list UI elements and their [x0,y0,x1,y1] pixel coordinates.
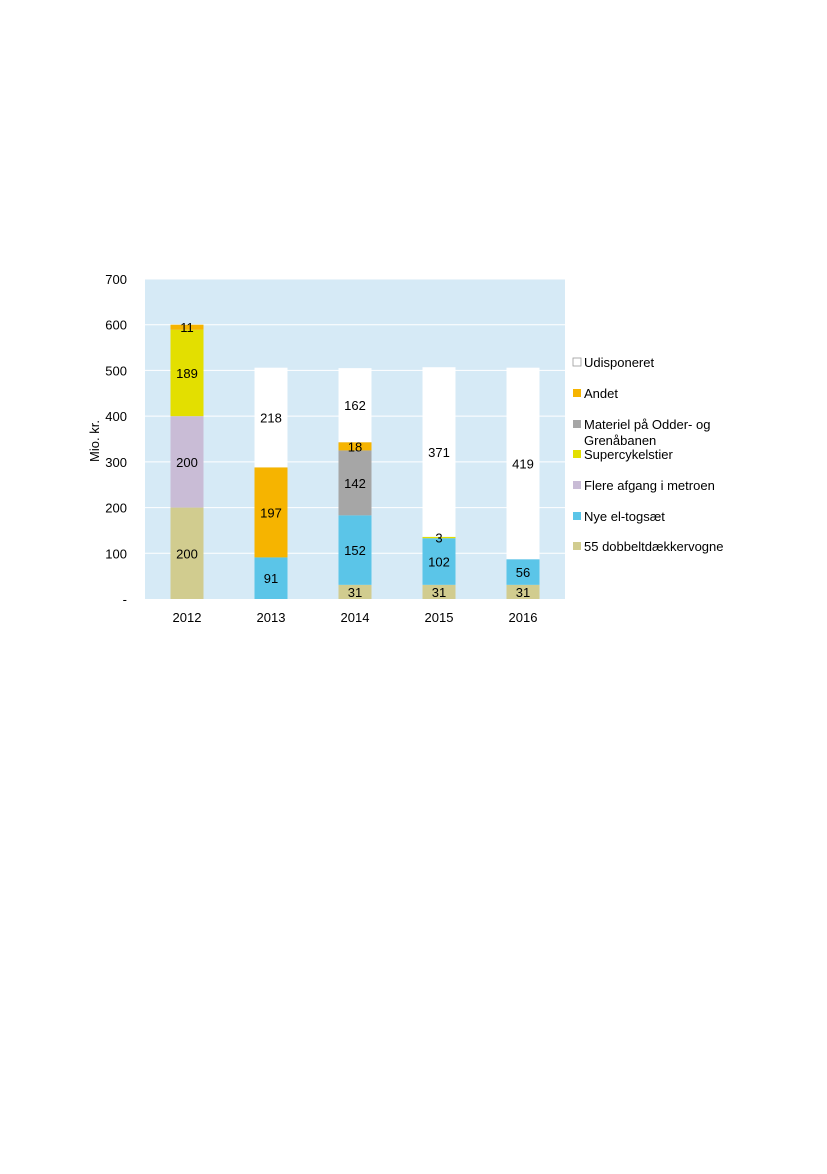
data-label: 419 [512,456,534,471]
legend-item-flere-afgang-i-metroen: Flere afgang i metroen [573,478,715,493]
legend-swatch [573,512,581,520]
bars [170,324,540,599]
bar-materiel-pa-odder-og-grenabanen-2014 [338,450,372,516]
data-label: 31 [432,585,446,600]
data-label: 91 [264,571,278,586]
bar-55-dobbeltdaekkervogne-2015 [422,584,456,599]
bar-supercykelstier-2012 [170,329,204,417]
bar-andet-2014 [338,442,372,451]
legend-label: 55 dobbeltdækkervogne [584,539,724,554]
data-label: 200 [176,546,198,561]
bar-andet-2012 [170,324,204,330]
legend-item-materiel-pa-odder-og-grenabanen: Materiel på Odder- og Grenåbanen [573,417,710,448]
y-tick-label: 400 [105,409,127,424]
y-tick-label: 100 [105,546,127,561]
legend-label: Nye el-togsæt [584,509,665,524]
x-tick-label: 2013 [257,610,286,625]
data-label: 102 [428,555,450,570]
legend-label: Flere afgang i metroen [584,478,715,493]
y-tick-label: 700 [105,272,127,287]
x-tick-label: 2014 [341,610,370,625]
legend-item-nye-el-togsaet: Nye el-togsæt [573,509,665,524]
x-tick-label: 2016 [509,610,538,625]
data-label: 142 [344,476,366,491]
legend-item-udisponeret: Udisponeret [572,355,654,370]
legend-swatch [572,357,582,367]
y-tick-label: 200 [105,501,127,516]
bar-nye-el-togsaet-2013 [254,557,288,599]
legend-swatch [573,481,581,489]
data-label: 189 [176,366,198,381]
bar-nye-el-togsaet-2014 [338,515,372,585]
data-label: 56 [516,565,530,580]
bar-udisponeret-2015 [422,367,456,537]
bar-55-dobbeltdaekkervogne-2012 [170,507,204,599]
x-axis-ticks: 2012 2013 2014 2015 2016 [173,610,538,625]
legend-label: Udisponeret [584,355,654,370]
y-axis-label: Mio. kr. [87,420,102,462]
data-label: 31 [516,585,530,600]
data-label: 3 [435,531,442,546]
y-tick-label: 500 [105,363,127,378]
x-tick-label: 2012 [173,610,202,625]
bar-udisponeret-2013 [254,367,288,468]
bar-andet-2013 [254,467,288,558]
legend-item-andet: Andet [573,386,618,401]
bar-flere-afgang-i-metroen-2012 [170,416,204,508]
data-label: 31 [348,585,362,600]
data-label: 152 [344,543,366,558]
legend-item-55-dobbeltdaekkervogne: 55 dobbeltdækkervogne [573,539,724,554]
y-axis-ticks: - 100 200 300 400 500 600 700 [105,272,127,607]
legend-swatch [573,420,581,428]
legend-swatch [573,542,581,550]
bar-nye-el-togsaet-2015 [422,538,456,585]
bar-supercykelstier-2015 [422,536,456,539]
y-tick-label: - [123,592,127,607]
data-label: 200 [176,455,198,470]
y-tick-label: 600 [105,318,127,333]
legend-swatch [573,450,581,458]
data-label: 11 [180,320,194,335]
bar-udisponeret-2014 [338,368,372,443]
legend-label: Andet [584,386,618,401]
data-label: 197 [260,505,282,520]
legend-swatch [573,389,581,397]
legend-label: Materiel på Odder- og Grenåbanen [584,417,710,448]
data-label: 218 [260,411,282,426]
data-label: 18 [348,439,362,454]
data-labels: 200 200 189 11 91 197 218 31 152 142 18 162 31 102 3 37… [176,320,534,600]
legend: Udisponeret Andet Materiel på Odder- og Gre… [572,355,724,554]
bar-udisponeret-2016 [506,367,540,560]
data-label: 371 [428,445,450,460]
legend-item-supercykelstier: Supercykelstier [573,447,674,462]
data-label: 162 [344,398,366,413]
legend-label: Supercykelstier [584,447,674,462]
bar-55-dobbeltdaekkervogne-2016 [506,584,540,599]
x-tick-label: 2015 [425,610,454,625]
bar-nye-el-togsaet-2016 [506,559,540,585]
bar-55-dobbeltdaekkervogne-2014 [338,584,372,599]
y-tick-label: 300 [105,455,127,470]
